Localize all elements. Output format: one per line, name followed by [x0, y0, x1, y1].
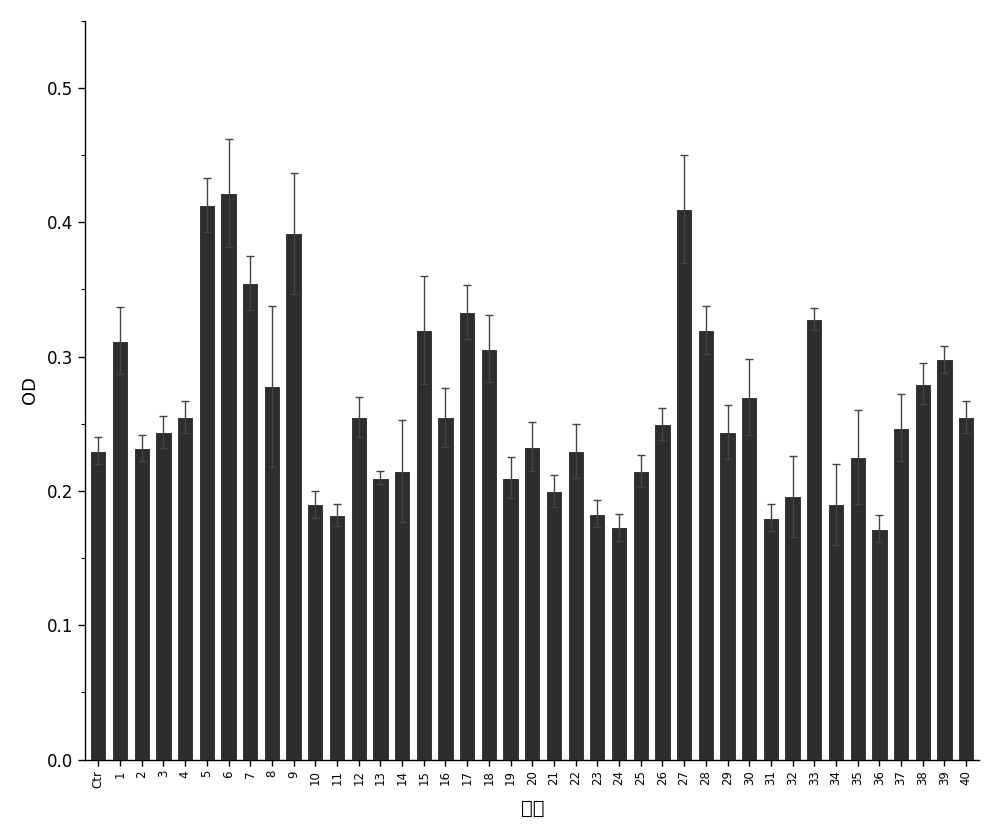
Bar — [199, 205, 215, 759]
Bar — [220, 193, 237, 759]
Bar — [589, 513, 605, 759]
Bar — [134, 448, 150, 759]
Bar — [307, 504, 323, 759]
Bar — [958, 417, 974, 759]
Bar — [112, 341, 128, 759]
Bar — [264, 386, 280, 759]
Bar — [654, 424, 671, 759]
Bar — [546, 491, 562, 759]
Bar — [698, 330, 714, 759]
Bar — [633, 471, 649, 759]
Bar — [784, 497, 801, 759]
Bar — [893, 428, 909, 759]
Bar — [502, 477, 519, 759]
Bar — [155, 432, 172, 759]
Bar — [394, 471, 410, 759]
Bar — [351, 417, 367, 759]
Bar — [568, 451, 584, 759]
Bar — [871, 529, 888, 759]
Bar — [329, 515, 345, 759]
Bar — [915, 383, 931, 759]
X-axis label: 编号: 编号 — [521, 800, 544, 818]
Bar — [242, 283, 258, 759]
Bar — [741, 397, 757, 759]
Y-axis label: OD: OD — [21, 376, 39, 404]
Bar — [806, 319, 822, 759]
Bar — [372, 477, 389, 759]
Bar — [719, 432, 736, 759]
Bar — [524, 446, 540, 759]
Bar — [481, 348, 497, 759]
Bar — [285, 233, 302, 759]
Bar — [177, 417, 193, 759]
Bar — [763, 518, 779, 759]
Bar — [828, 504, 844, 759]
Bar — [437, 417, 454, 759]
Bar — [90, 451, 106, 759]
Bar — [850, 457, 866, 759]
Bar — [676, 209, 692, 759]
Bar — [611, 527, 627, 759]
Bar — [459, 312, 475, 759]
Bar — [936, 359, 953, 759]
Bar — [416, 330, 432, 759]
